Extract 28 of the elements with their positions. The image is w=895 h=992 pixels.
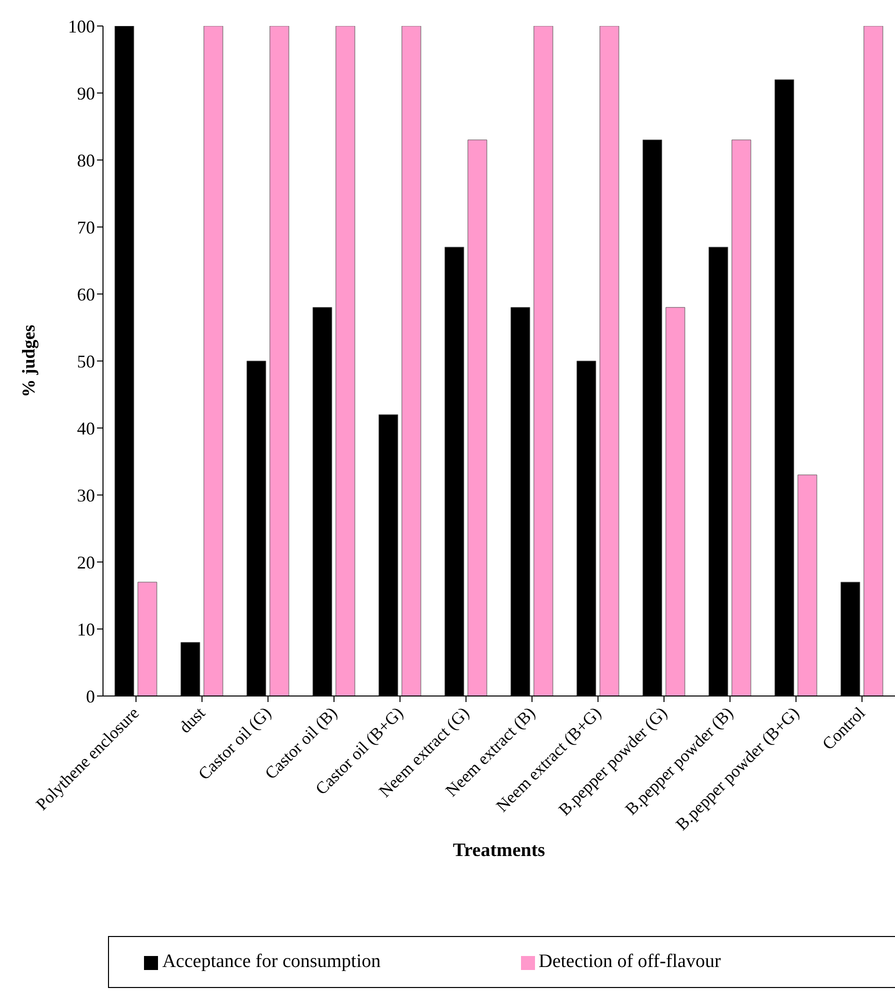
bar — [402, 26, 422, 696]
y-tick-label: 20 — [77, 552, 95, 572]
y-tick-label: 50 — [77, 351, 95, 372]
bar — [534, 26, 554, 696]
bar — [336, 26, 356, 696]
bar — [204, 26, 224, 696]
y-tick-label: 60 — [77, 284, 95, 304]
bar — [732, 140, 752, 696]
bar — [270, 26, 290, 696]
legend-label: Acceptance for consumption — [162, 951, 381, 972]
bar — [468, 140, 488, 696]
bar — [798, 474, 818, 696]
y-tick-label: 80 — [77, 150, 95, 170]
y-tick-label: 100 — [68, 16, 95, 36]
x-axis-title: Treatments — [452, 840, 546, 861]
y-tick-label: 40 — [77, 418, 95, 438]
y-tick-label: 90 — [77, 83, 95, 104]
bar — [864, 26, 884, 696]
y-tick-label: 30 — [77, 485, 95, 506]
bar — [138, 582, 158, 696]
y-tick-label: 10 — [77, 619, 95, 640]
bar — [666, 307, 686, 696]
x-tick-label: dust — [175, 703, 210, 737]
bar — [600, 26, 620, 696]
y-axis-title: % judges — [18, 324, 38, 398]
y-tick-label: 0 — [86, 686, 95, 706]
y-tick-label: 70 — [77, 217, 95, 238]
legend-label: Detection of off-flavour — [538, 951, 721, 972]
